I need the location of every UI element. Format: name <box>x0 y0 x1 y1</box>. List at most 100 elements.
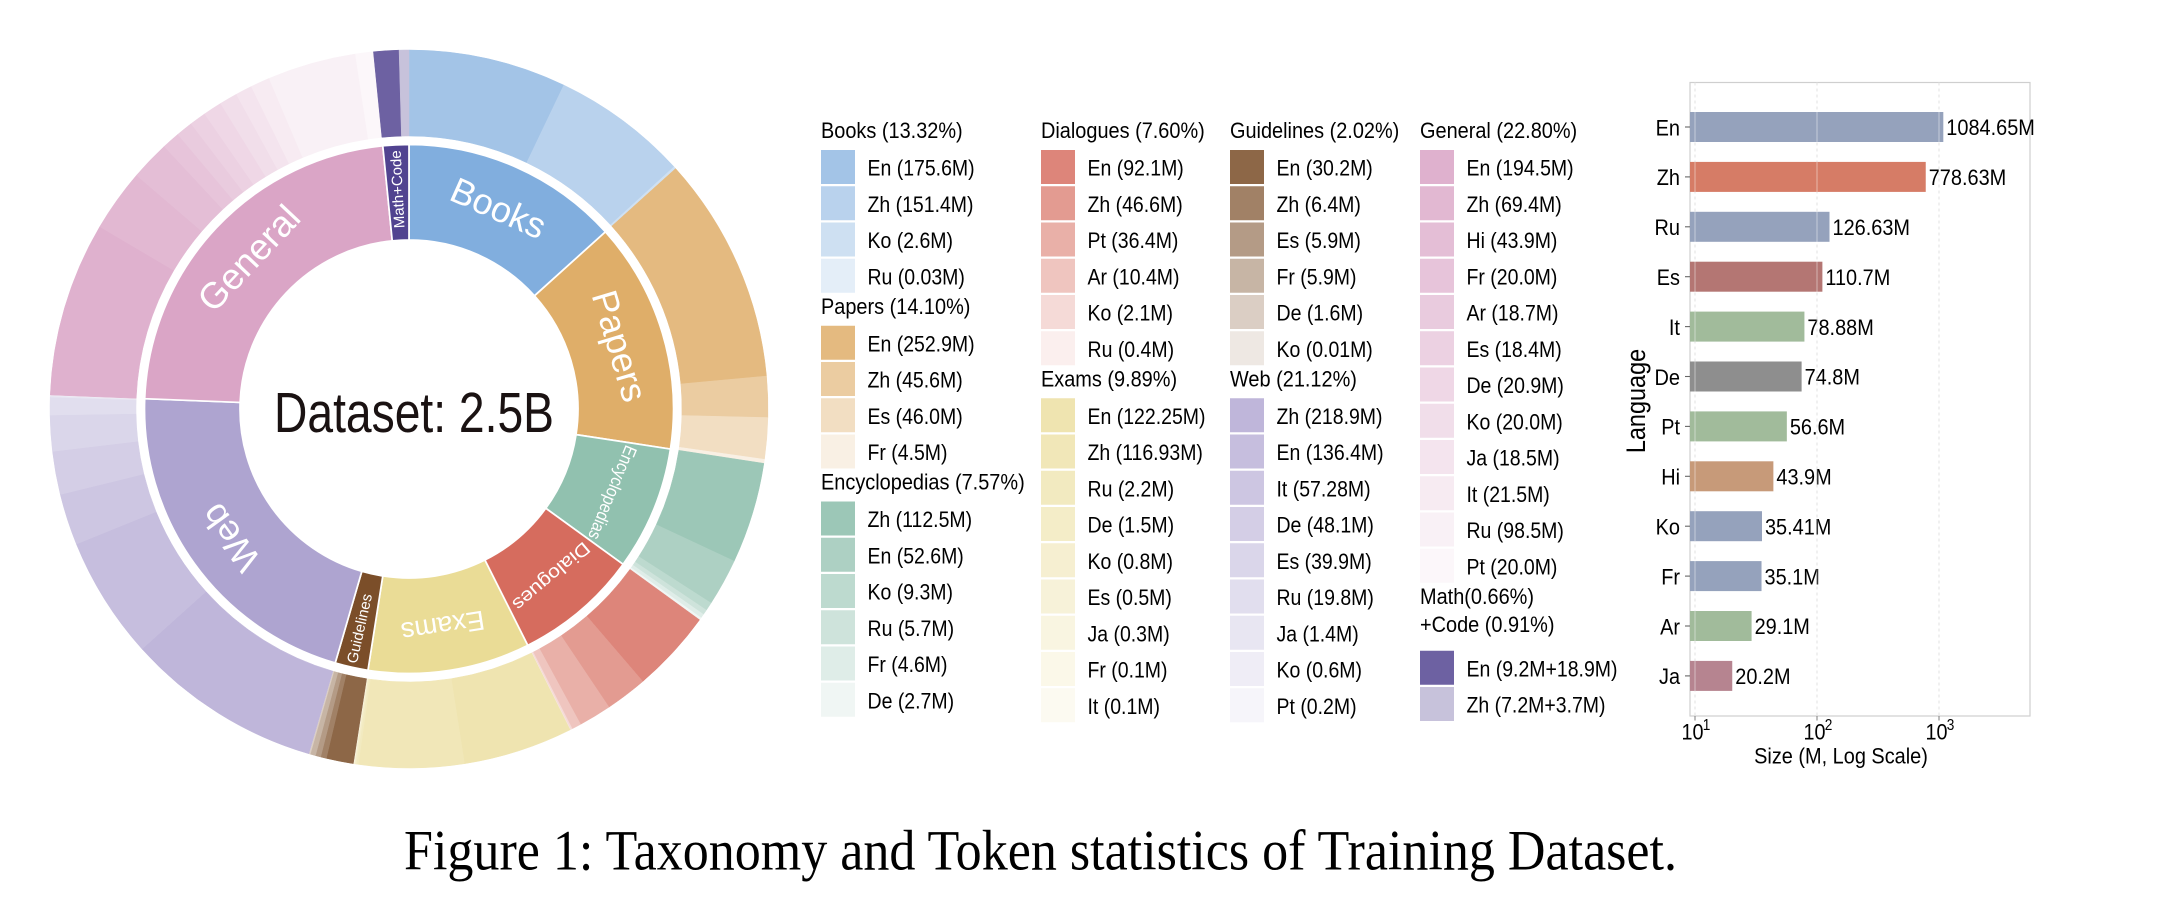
svg-text:Encyclopedias (7.57%): Encyclopedias (7.57%) <box>821 470 1025 495</box>
svg-text:Ru (5.7M): Ru (5.7M) <box>868 616 955 641</box>
svg-text:Zh (218.9M): Zh (218.9M) <box>1277 404 1383 429</box>
svg-text:10: 10 <box>1926 720 1948 745</box>
svg-text:En: En <box>1656 115 1680 140</box>
svg-text:General (22.80%): General (22.80%) <box>1420 118 1577 143</box>
svg-text:Fr (4.5M): Fr (4.5M) <box>868 440 948 465</box>
svg-text:Fr (0.1M): Fr (0.1M) <box>1088 658 1168 683</box>
svg-text:3: 3 <box>1947 717 1955 734</box>
svg-text:Ko (20.0M): Ko (20.0M) <box>1467 409 1563 434</box>
svg-text:Ar: Ar <box>1660 614 1680 639</box>
svg-text:Es (0.5M): Es (0.5M) <box>1088 585 1172 610</box>
svg-text:10: 10 <box>1804 720 1826 745</box>
svg-text:Ru (0.03M): Ru (0.03M) <box>868 264 965 289</box>
svg-text:Zh (116.93M): Zh (116.93M) <box>1088 440 1203 465</box>
svg-text:De (1.5M): De (1.5M) <box>1088 513 1175 538</box>
svg-text:Es (46.0M): Es (46.0M) <box>868 404 963 429</box>
svg-text:En (136.4M): En (136.4M) <box>1277 440 1384 465</box>
svg-text:Language: Language <box>1621 349 1651 453</box>
svg-text:En (194.5M): En (194.5M) <box>1467 156 1574 181</box>
svg-text:Ru (98.5M): Ru (98.5M) <box>1467 518 1564 543</box>
svg-text:Pt (0.2M): Pt (0.2M) <box>1277 694 1357 719</box>
svg-text:Dialogues (7.60%): Dialogues (7.60%) <box>1041 118 1205 143</box>
svg-text:It (57.28M): It (57.28M) <box>1277 476 1371 501</box>
svg-text:1084.65M: 1084.65M <box>1946 115 2035 140</box>
svg-text:Zh (112.5M): Zh (112.5M) <box>868 507 973 532</box>
svg-text:Ko (2.1M): Ko (2.1M) <box>1088 301 1174 326</box>
svg-text:De (48.1M): De (48.1M) <box>1277 513 1374 538</box>
svg-text:Zh (45.6M): Zh (45.6M) <box>868 368 963 393</box>
svg-text:Pt: Pt <box>1661 415 1680 440</box>
svg-text:Pt (20.0M): Pt (20.0M) <box>1467 554 1558 579</box>
svg-text:Es: Es <box>1657 265 1680 290</box>
svg-text:35.41M: 35.41M <box>1765 514 1831 539</box>
svg-text:Papers (14.10%): Papers (14.10%) <box>821 294 970 319</box>
svg-text:126.63M: 126.63M <box>1833 215 1911 240</box>
svg-text:Fr (5.9M): Fr (5.9M) <box>1277 264 1357 289</box>
svg-text:2: 2 <box>1825 717 1833 734</box>
svg-text:Zh (69.4M): Zh (69.4M) <box>1467 192 1562 217</box>
svg-text:Web (21.12%): Web (21.12%) <box>1230 366 1357 391</box>
svg-text:Ko (0.6M): Ko (0.6M) <box>1277 658 1363 683</box>
svg-text:Zh: Zh <box>1657 165 1680 190</box>
svg-text:10: 10 <box>1682 720 1704 745</box>
svg-text:Dataset: 2.5B: Dataset: 2.5B <box>274 381 554 445</box>
svg-text:20.2M: 20.2M <box>1735 664 1790 689</box>
svg-text:Pt (36.4M): Pt (36.4M) <box>1088 228 1179 253</box>
svg-text:It: It <box>1669 315 1681 340</box>
svg-text:En (122.25M): En (122.25M) <box>1088 404 1206 429</box>
svg-text:Ru (2.2M): Ru (2.2M) <box>1088 476 1175 501</box>
svg-text:35.1M: 35.1M <box>1765 564 1820 589</box>
svg-text:Figure 1: Taxonomy and Token s: Figure 1: Taxonomy and Token statistics … <box>404 820 1677 883</box>
svg-text:Math+Code: Math+Code <box>388 150 409 229</box>
svg-text:Ru (19.8M): Ru (19.8M) <box>1277 585 1374 610</box>
svg-text:De (1.6M): De (1.6M) <box>1277 301 1364 326</box>
svg-text:Zh (6.4M): Zh (6.4M) <box>1277 192 1361 217</box>
svg-text:En (252.9M): En (252.9M) <box>868 331 975 356</box>
svg-text:Ja: Ja <box>1659 664 1680 689</box>
svg-text:Zh (7.2M+3.7M): Zh (7.2M+3.7M) <box>1467 693 1606 718</box>
svg-text:+Code (0.91%): +Code (0.91%) <box>1420 612 1555 637</box>
svg-text:Es (18.4M): Es (18.4M) <box>1467 337 1562 362</box>
svg-text:De (2.7M): De (2.7M) <box>868 688 955 713</box>
svg-text:Ja (0.3M): Ja (0.3M) <box>1088 621 1170 646</box>
svg-text:Books (13.32%): Books (13.32%) <box>821 118 963 143</box>
svg-text:It (0.1M): It (0.1M) <box>1088 694 1161 719</box>
svg-text:110.7M: 110.7M <box>1825 265 1890 290</box>
svg-text:Ko: Ko <box>1656 515 1680 540</box>
svg-text:En (9.2M+18.9M): En (9.2M+18.9M) <box>1467 656 1618 681</box>
svg-text:Ko (0.01M): Ko (0.01M) <box>1277 337 1373 362</box>
svg-text:Hi: Hi <box>1661 465 1680 490</box>
svg-text:It (21.5M): It (21.5M) <box>1467 482 1550 507</box>
svg-text:Ru: Ru <box>1655 215 1681 240</box>
svg-text:56.6M: 56.6M <box>1790 415 1845 440</box>
svg-text:Guidelines (2.02%): Guidelines (2.02%) <box>1230 118 1399 143</box>
svg-text:Exams (9.89%): Exams (9.89%) <box>1041 366 1177 391</box>
svg-text:1: 1 <box>1703 717 1711 734</box>
svg-text:29.1M: 29.1M <box>1755 614 1810 639</box>
svg-text:Fr (20.0M): Fr (20.0M) <box>1467 264 1558 289</box>
svg-text:Fr: Fr <box>1661 564 1680 589</box>
svg-text:Zh (151.4M): Zh (151.4M) <box>868 192 974 217</box>
svg-text:Es (5.9M): Es (5.9M) <box>1277 228 1361 253</box>
svg-text:74.8M: 74.8M <box>1805 365 1860 390</box>
svg-text:Size (M, Log Scale): Size (M, Log Scale) <box>1754 744 1928 769</box>
svg-text:En (92.1M): En (92.1M) <box>1088 156 1184 181</box>
svg-text:Hi (43.9M): Hi (43.9M) <box>1467 228 1558 253</box>
svg-text:En (30.2M): En (30.2M) <box>1277 156 1373 181</box>
svg-text:Ko (2.6M): Ko (2.6M) <box>868 228 954 253</box>
svg-text:De: De <box>1655 365 1681 390</box>
svg-text:Ko (9.3M): Ko (9.3M) <box>868 580 954 605</box>
svg-text:Ru (0.4M): Ru (0.4M) <box>1088 337 1175 362</box>
svg-text:En (52.6M): En (52.6M) <box>868 543 964 568</box>
svg-text:Zh (46.6M): Zh (46.6M) <box>1088 192 1183 217</box>
svg-text:Ko (0.8M): Ko (0.8M) <box>1088 549 1174 574</box>
svg-text:En (175.6M): En (175.6M) <box>868 156 975 181</box>
svg-text:Ar (10.4M): Ar (10.4M) <box>1088 264 1180 289</box>
svg-text:778.63M: 778.63M <box>1929 165 2007 190</box>
svg-text:43.9M: 43.9M <box>1776 465 1831 490</box>
svg-text:Ja (1.4M): Ja (1.4M) <box>1277 621 1359 646</box>
svg-text:Ja (18.5M): Ja (18.5M) <box>1467 446 1560 471</box>
svg-text:Ar (18.7M): Ar (18.7M) <box>1467 301 1559 326</box>
svg-text:Fr (4.6M): Fr (4.6M) <box>868 652 948 677</box>
svg-text:Es (39.9M): Es (39.9M) <box>1277 549 1372 574</box>
